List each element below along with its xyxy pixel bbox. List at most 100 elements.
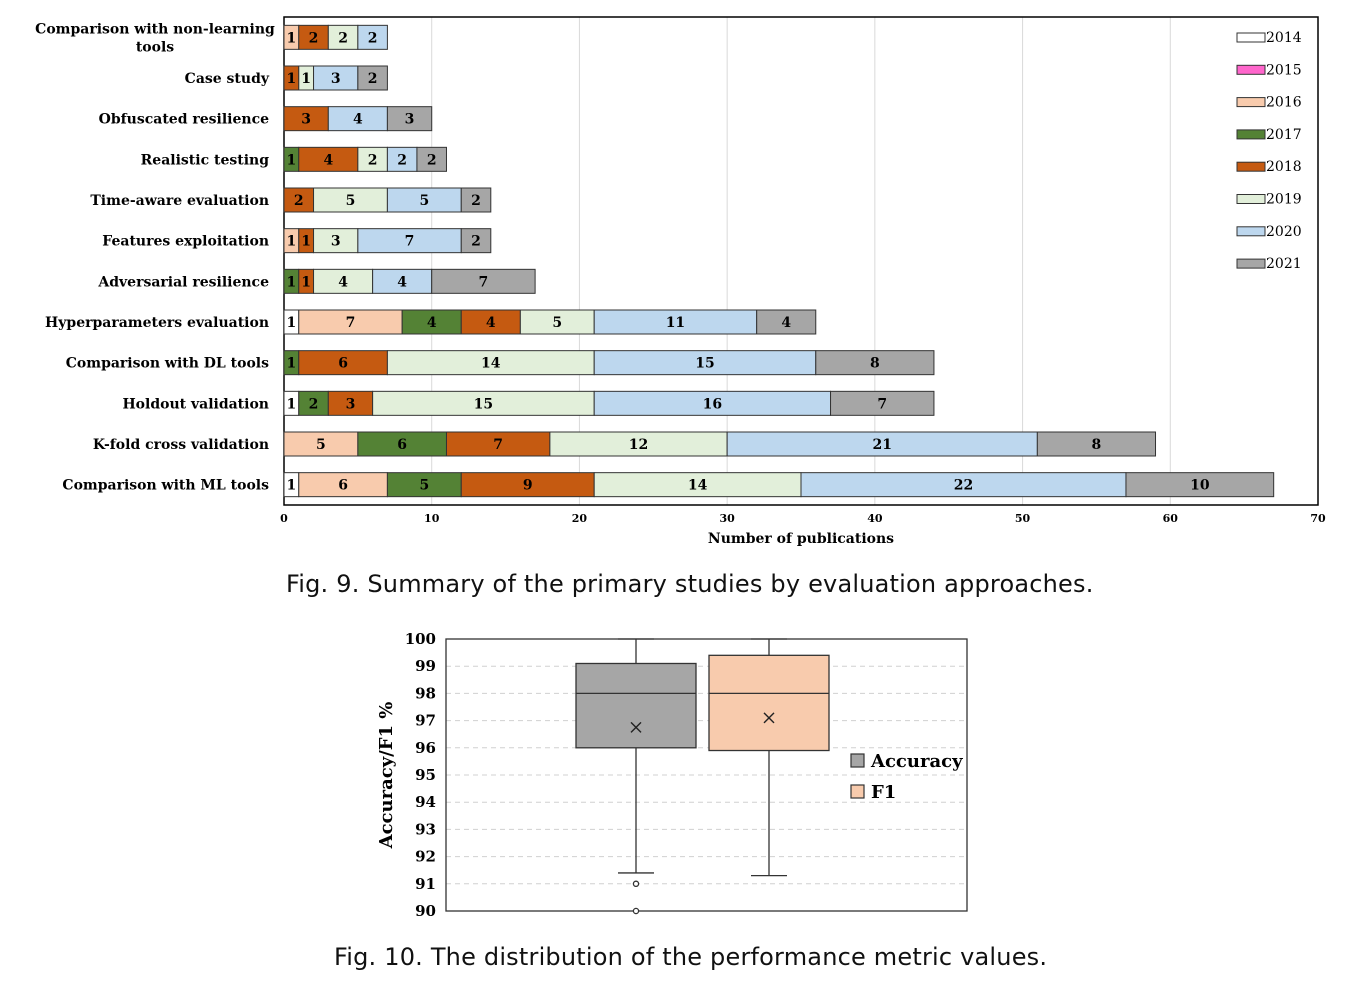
legend-label: 2018 (1266, 159, 1302, 175)
data-label: 21 (873, 437, 892, 453)
data-label: 1 (287, 315, 297, 331)
data-label: 6 (397, 437, 407, 453)
bar-segment-2016 (283, 431, 359, 457)
category-label: Hyperparameters evaluation (45, 315, 269, 331)
bar-segment-2018 (445, 431, 551, 457)
bar-segment-2021 (1036, 431, 1157, 457)
data-label: 7 (405, 234, 415, 250)
bar-row-comparison-with-dl-tools: 1 6 14 15 8 (283, 350, 935, 376)
bar-segment-2018 (460, 309, 521, 335)
bar-segment-2016 (298, 309, 403, 335)
data-label: 1 (301, 71, 311, 87)
bar-segment-2018 (298, 146, 359, 172)
data-label: 5 (419, 193, 429, 209)
box-accuracy (575, 638, 697, 915)
bar-segment-2019 (549, 431, 728, 457)
y-tick-label: 94 (415, 793, 436, 811)
data-label: 4 (427, 315, 437, 331)
category-label: Comparison with DL tools (66, 356, 269, 372)
y-axis-title: Accuracy/F1 % (376, 702, 397, 850)
legend-label: 2021 (1266, 256, 1302, 272)
data-label: 1 (287, 356, 297, 372)
bar-segment-2020 (386, 187, 462, 213)
category-label: Features exploitation (102, 234, 269, 250)
bar-segment-2021 (431, 268, 536, 294)
y-tick-label: 96 (415, 739, 436, 757)
bar-segment-2019 (593, 472, 802, 498)
legend-item-2014: 2014 (1236, 30, 1302, 46)
bar-segment-2020 (357, 228, 462, 254)
bar-segment-2017 (401, 309, 462, 335)
data-label: 2 (427, 152, 437, 168)
data-label: 5 (552, 315, 562, 331)
bar-segment-2021 (830, 390, 935, 416)
bar-segment-2018 (327, 390, 374, 416)
bar-row-holdout-validation: 1 2 3 15 16 7 (283, 390, 935, 416)
legend-item-accuracy: Accuracy (850, 751, 963, 772)
legend-item-2016: 2016 (1236, 95, 1302, 111)
data-label: 22 (954, 478, 973, 494)
data-label: 5 (419, 478, 429, 494)
legend-label: 2019 (1266, 192, 1302, 208)
data-label: 7 (479, 274, 489, 290)
plot-border (445, 638, 968, 912)
bar-segment-2020 (386, 146, 418, 172)
x-tick-label: 0 (280, 512, 288, 525)
bar-segment-2018 (283, 187, 315, 213)
iqr-box (575, 662, 697, 749)
data-label: 2 (397, 152, 407, 168)
data-label: 1 (287, 274, 297, 290)
y-tick-label: 93 (415, 820, 436, 838)
data-label: 4 (486, 315, 496, 331)
data-label: 2 (471, 234, 481, 250)
data-label: 12 (629, 437, 648, 453)
mean-marker (763, 712, 775, 724)
outlier-point (632, 907, 640, 915)
data-label: 15 (695, 356, 714, 372)
data-label: 5 (346, 193, 356, 209)
data-label: 2 (471, 193, 481, 209)
x-tick-label: 20 (572, 512, 588, 525)
data-label: 10 (1190, 478, 1210, 494)
y-tick-label: 90 (415, 902, 436, 920)
legend-label: 2014 (1266, 30, 1302, 46)
legend-swatch (1236, 226, 1266, 237)
y-tick-label: 98 (415, 684, 436, 702)
legend-label: Accuracy (870, 751, 963, 772)
legend-label: 2016 (1266, 95, 1302, 111)
data-label: 3 (301, 112, 311, 128)
bar-segment-2019 (357, 146, 388, 172)
bar-segment-2020 (357, 24, 388, 50)
data-label: 7 (493, 437, 503, 453)
data-label: 1 (287, 478, 297, 494)
y-tick-label: 99 (415, 657, 436, 675)
legend-swatch (1236, 129, 1266, 140)
data-label: 3 (346, 396, 356, 412)
bar-segment-2021 (815, 350, 935, 376)
data-label: 2 (309, 396, 319, 412)
data-label: 6 (338, 356, 348, 372)
bar-segment-2019 (386, 350, 595, 376)
bar-row-time-aware-evaluation: 2 5 5 2 (283, 187, 492, 213)
bar-segment-2018 (283, 106, 329, 132)
data-label: 16 (703, 396, 722, 412)
bar-row-k-fold-cross-validation: 5 6 7 12 21 8 (283, 431, 1157, 457)
data-label: 4 (338, 274, 348, 290)
bar-segment-2019 (313, 187, 388, 213)
legend-label: F1 (871, 782, 896, 803)
bar-row-obfuscated-resilience: 3 4 3 (283, 106, 433, 132)
data-label: 1 (301, 234, 311, 250)
data-label: 9 (523, 478, 533, 494)
data-label: 5 (316, 437, 326, 453)
data-label: 1 (287, 396, 297, 412)
bar-row-comparison-with-ml-tools: 1 6 5 9 14 22 10 (283, 472, 1275, 498)
data-label: 7 (877, 396, 887, 412)
data-label: 14 (481, 356, 501, 372)
legend-item-2015: 2015 (1236, 62, 1302, 78)
plot-area (284, 17, 1318, 505)
legend-label: 2015 (1266, 62, 1302, 78)
legend-swatch (1236, 32, 1266, 43)
